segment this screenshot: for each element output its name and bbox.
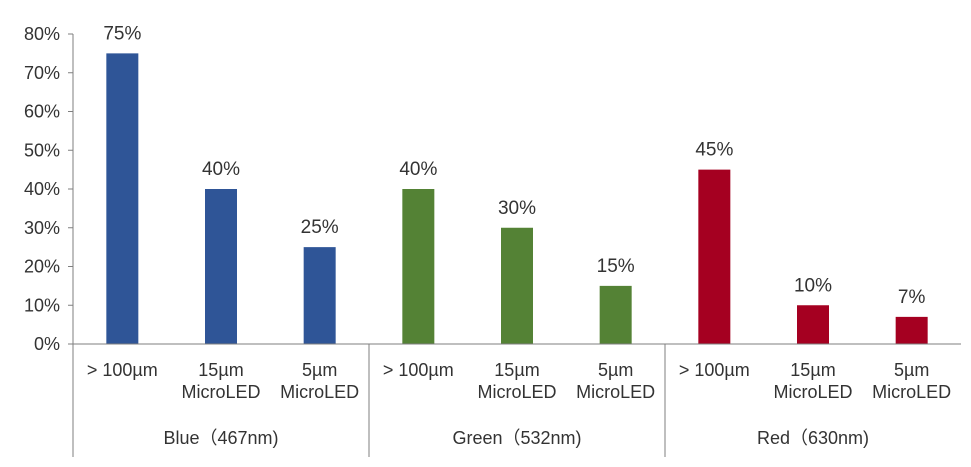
- data-label: 30%: [498, 198, 536, 219]
- y-tick-label: 60%: [24, 102, 60, 122]
- x-category-label: > 100µm: [87, 360, 158, 380]
- bar: [599, 285, 632, 344]
- bars: [106, 53, 928, 344]
- bar: [205, 189, 237, 344]
- x-group-label: Blue（467nm): [163, 428, 278, 448]
- data-labels: 75% 40% 25% 40% 30% 15% 45% 10% 7%: [103, 23, 925, 308]
- x-category-label: > 100µm: [383, 360, 454, 380]
- x-group-label: Green（532nm): [452, 428, 581, 448]
- x-category-label: 5µm MicroLED: [280, 360, 359, 402]
- y-tick-label: 30%: [24, 218, 60, 238]
- bar: [402, 189, 435, 344]
- data-label: 40%: [399, 159, 437, 180]
- data-label: 7%: [898, 287, 926, 308]
- x-category-label: 5µm MicroLED: [872, 360, 951, 402]
- bar: [797, 305, 829, 344]
- data-label: 10%: [794, 275, 832, 296]
- bar: [895, 316, 928, 344]
- y-tick-label: 0%: [34, 334, 60, 354]
- data-label: 15%: [597, 256, 635, 277]
- y-tick-label: 40%: [24, 179, 60, 199]
- x-category-label: 5µm MicroLED: [576, 360, 655, 402]
- y-tick-label: 70%: [24, 63, 60, 83]
- x-category-label: 15µm MicroLED: [773, 360, 852, 402]
- x-axis: > 100µm 15µm MicroLED 5µm MicroLED Blue（467nm…: [73, 343, 961, 457]
- bar: [698, 169, 731, 344]
- data-label: 45%: [695, 140, 733, 161]
- x-category-label: > 100µm: [679, 360, 750, 380]
- y-tick-label: 50%: [24, 140, 60, 160]
- y-tick-label: 80%: [24, 24, 60, 44]
- x-group-label: Red（630nm): [757, 428, 869, 448]
- x-category-label: 15µm MicroLED: [181, 360, 260, 402]
- bar: [106, 53, 139, 344]
- data-label: 40%: [202, 159, 240, 180]
- x-category-label: 15µm MicroLED: [477, 360, 556, 402]
- y-tick-label: 10%: [24, 295, 60, 315]
- bar: [303, 247, 336, 344]
- y-tick-label: 20%: [24, 257, 60, 277]
- y-axis: 0% 10% 20% 30% 40% 50% 60% 70% 80%: [24, 24, 74, 457]
- data-label: 75%: [103, 23, 141, 44]
- data-label: 25%: [301, 217, 339, 238]
- bar: [501, 227, 533, 344]
